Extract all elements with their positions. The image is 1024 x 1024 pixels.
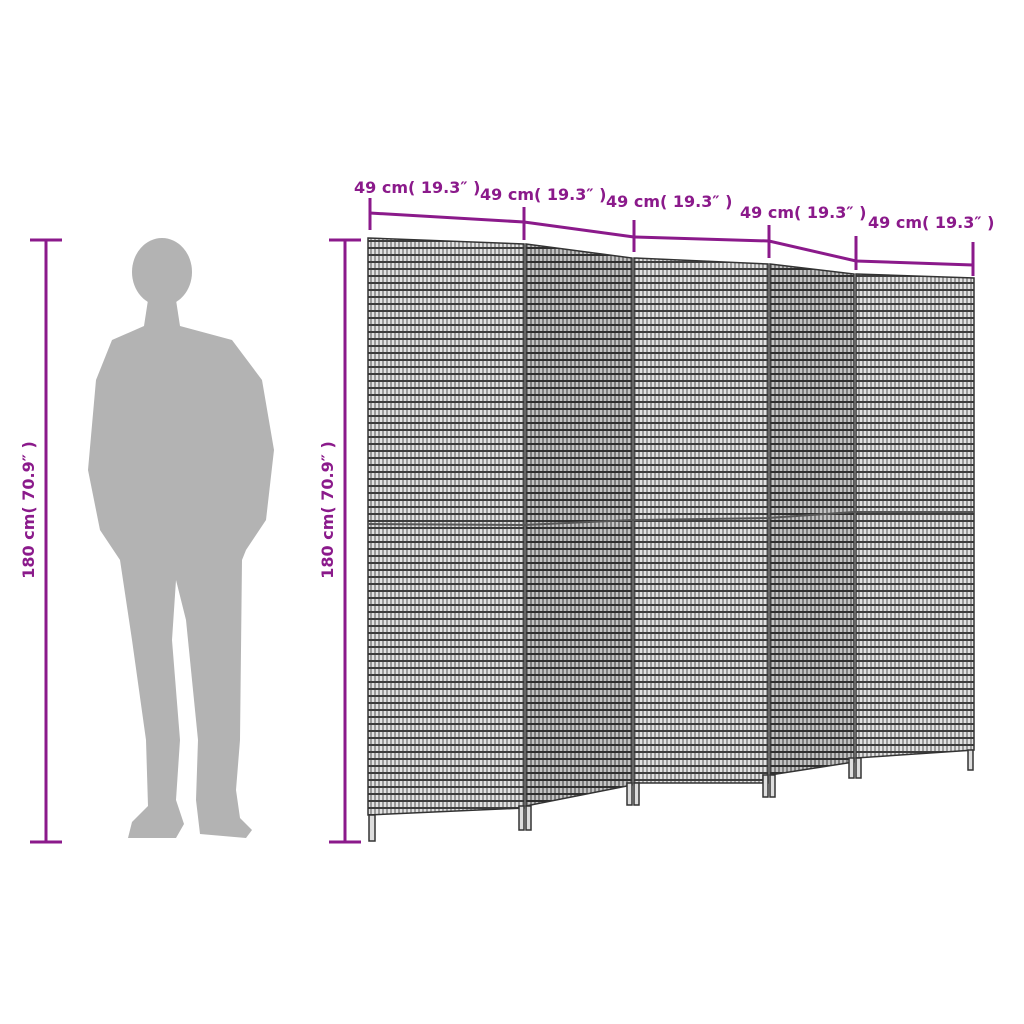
- width-dimension: [368, 198, 975, 276]
- room-divider: [367, 237, 975, 842]
- width-label-5: 49 cm( 19.3″ ): [868, 213, 994, 232]
- panel-1: [367, 237, 525, 816]
- person-height-label: 180 cm( 70.9″ ): [19, 441, 38, 579]
- person-height-dimension: [30, 238, 62, 844]
- panel-5: [855, 273, 975, 759]
- middle-rail: [367, 511, 974, 527]
- panel-legs: [368, 749, 974, 842]
- panel-4: [769, 263, 855, 776]
- person-silhouette: [88, 238, 274, 838]
- width-label-1: 49 cm( 19.3″ ): [354, 178, 480, 197]
- screen-height-label: 180 cm( 70.9″ ): [318, 441, 337, 579]
- width-label-4: 49 cm( 19.3″ ): [740, 203, 866, 222]
- screen-height-dimension: [329, 238, 361, 844]
- width-label-2: 49 cm( 19.3″ ): [480, 185, 606, 204]
- width-label-3: 49 cm( 19.3″ ): [606, 192, 732, 211]
